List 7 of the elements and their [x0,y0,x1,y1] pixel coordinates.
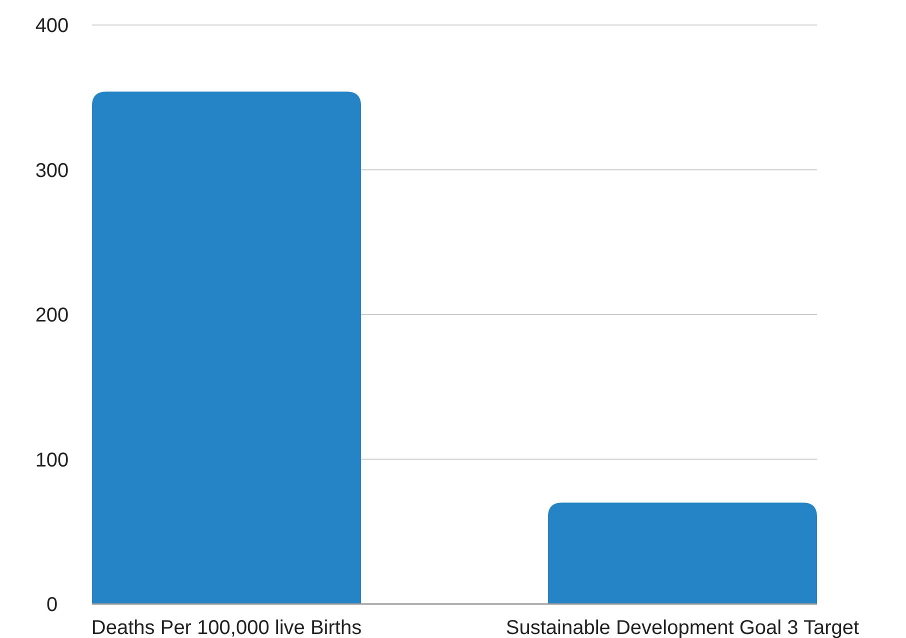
y-tick-label: 100 [35,449,69,472]
x-tick-label: Deaths Per 100,000 live Births [91,617,362,638]
x-tick-label: Sustainable Development Goal 3 Target [506,617,860,638]
y-tick-label: 200 [35,304,69,326]
y-tick-label: 400 [35,15,69,37]
y-tick-label: 300 [35,160,69,182]
y-tick-label: 0 [46,594,58,616]
